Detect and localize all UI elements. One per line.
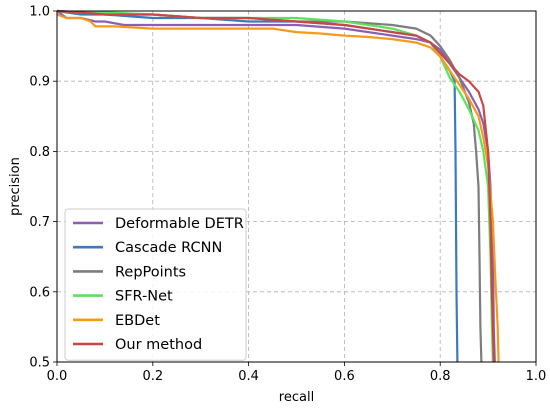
y-tick-label: 0.9 — [29, 75, 50, 90]
y-tick-label: 0.5 — [29, 356, 50, 371]
x-tick-label: 1.0 — [526, 369, 547, 384]
x-tick-label: 0.0 — [47, 369, 68, 384]
y-tick-label: 0.8 — [29, 145, 50, 160]
y-tick-label: 0.6 — [29, 285, 50, 300]
legend-box — [64, 208, 247, 361]
legend-label-deformable-detr: Deformable DETR — [115, 216, 244, 232]
series-line-our-method — [56, 9, 495, 363]
legend-label-ebdet: EBDet — [115, 313, 160, 329]
x-tick-label: 0.2 — [142, 369, 163, 384]
x-tick-label: 0.6 — [334, 369, 355, 384]
plot-frame — [56, 10, 537, 363]
y-tick-label: 0.7 — [29, 215, 50, 230]
x-tick-label: 0.8 — [430, 369, 451, 384]
x-axis-title: recall — [279, 390, 314, 405]
x-tick-label: 0.4 — [238, 369, 259, 384]
tick-layer: 0.0 0.2 0.4 0.6 0.8 1.0 0.5 0.6 0.7 0.8 0.9 1.0 — [29, 5, 546, 385]
legend-label-our-method: Our method — [115, 337, 202, 353]
y-axis-title: precision — [8, 157, 23, 216]
series-line-ebdet — [56, 13, 500, 363]
legend: Deformable DETR Cascade RCNN RepPoints SFR-… — [64, 208, 247, 361]
legend-label-cascade-rcnn: Cascade RCNN — [115, 240, 222, 256]
series-layer — [56, 9, 500, 363]
legend-label-sfr-net: SFR-Net — [115, 289, 173, 305]
y-tick-label: 1.0 — [29, 5, 50, 20]
legend-label-reppoints: RepPoints — [115, 264, 186, 280]
